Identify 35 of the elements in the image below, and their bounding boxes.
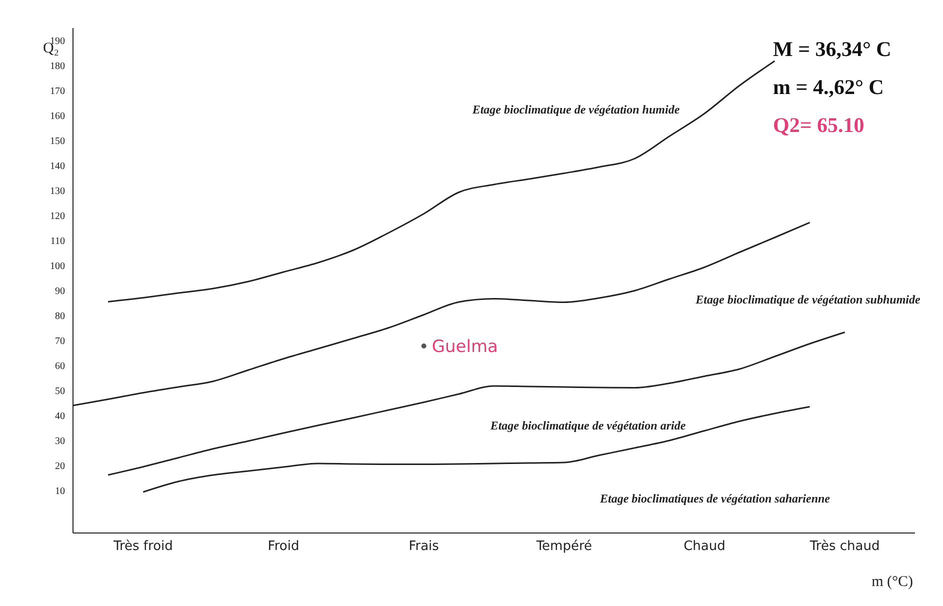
annotation: Etage bioclimatiques de végétation saharienne: [600, 492, 830, 506]
x-tick-label: Très froid: [112, 539, 173, 554]
x-axis-title: m (°C): [872, 574, 913, 590]
y-tick-label: 70: [55, 336, 65, 348]
x-tick-label: Chaud: [684, 539, 726, 554]
line-series: [142, 406, 810, 493]
y-tick-label: 50: [55, 386, 65, 398]
y-tick-label: 180: [50, 61, 65, 72]
y-tick-label: 60: [55, 361, 65, 372]
x-tick-label: Frais: [408, 539, 440, 554]
x-tick-label: Froid: [268, 539, 300, 554]
y-tick-label: 130: [50, 186, 65, 198]
series-label: Guelma: [432, 337, 498, 357]
y-tick-label: 170: [50, 86, 65, 98]
annotation: M = 36,34° C: [773, 36, 892, 62]
annotation: Q2= 65.10: [773, 112, 866, 138]
y-tick-label: 90: [55, 286, 65, 298]
y-tick-label: 20: [55, 461, 65, 472]
y-tick-label: 100: [50, 261, 65, 272]
x-tick-label: Tempéré: [535, 539, 592, 554]
y-tick-label: 10: [55, 486, 65, 498]
y-tick-label: 120: [50, 211, 65, 222]
y-tick-label: 40: [55, 411, 65, 422]
annotation: Etage bioclimatique de végétation subhumide: [696, 292, 920, 308]
y-tick-label: 140: [50, 161, 65, 172]
annotation: Etage bioclimatique de végétation aride: [490, 418, 686, 434]
y-tick-label: 160: [50, 111, 65, 122]
y-tick-label: 150: [50, 136, 65, 148]
line-series: [107, 332, 846, 476]
x-tick-label: Très chaud: [808, 539, 880, 554]
y-tick-label: 80: [55, 311, 65, 322]
y-tick-label: 110: [50, 236, 65, 248]
annotation: m = 4.,62° C: [773, 74, 885, 100]
y-tick-label: 30: [55, 436, 65, 448]
annotation: Etage bioclimatique de végétation humide: [472, 102, 680, 118]
